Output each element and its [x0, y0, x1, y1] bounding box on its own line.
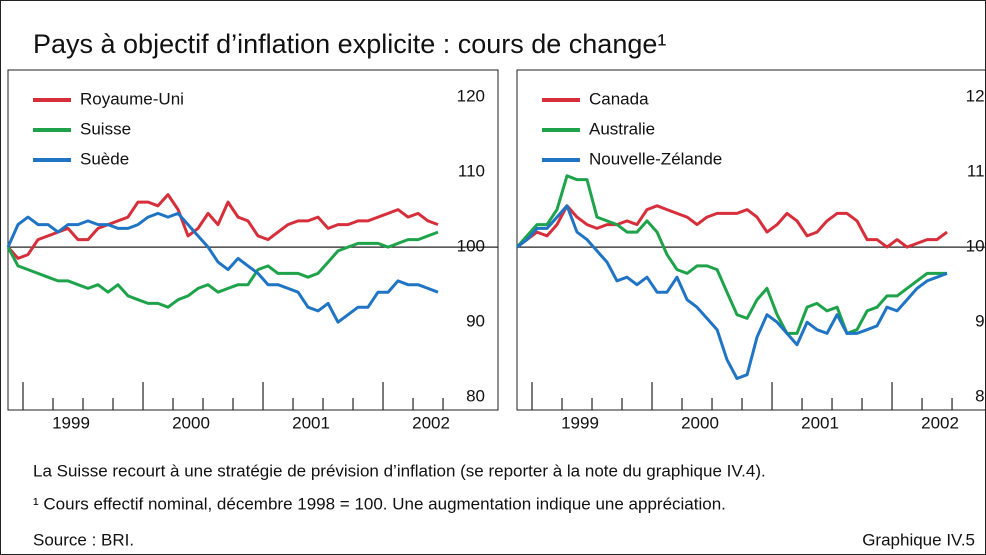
title: Pays à objectif d’inflation explicite : …	[33, 29, 666, 59]
x-tick-label: 2001	[801, 413, 839, 432]
series-line	[6, 230, 439, 309]
y-tick-label: 80	[466, 387, 485, 406]
legend-label: Suède	[80, 149, 129, 168]
panel	[516, 69, 986, 411]
x-tick-label: 2000	[172, 413, 210, 432]
series-line	[516, 204, 948, 249]
y-tick-label: 90	[975, 312, 986, 331]
legend-label: Nouvelle-Zélande	[589, 149, 722, 168]
x-tick-label: 2002	[921, 413, 959, 432]
legend-label: Canada	[589, 89, 649, 108]
y-tick-label: 80	[975, 387, 986, 406]
x-tick-label: 2001	[292, 413, 330, 432]
panel	[7, 69, 499, 411]
x-tick-label: 2002	[412, 413, 450, 432]
x-tick-label: 1999	[52, 413, 90, 432]
y-tick-label: 110	[967, 162, 986, 181]
figure-label: Graphique IV.5	[862, 530, 975, 549]
legend-label: Australie	[589, 119, 655, 138]
series-line	[516, 204, 948, 380]
y-tick-label: 90	[466, 312, 485, 331]
series-line	[515, 174, 947, 335]
y-tick-label: 120	[966, 87, 986, 106]
y-tick-label: 100	[966, 237, 986, 256]
y-tick-label: 100	[457, 237, 485, 256]
x-tick-label: 1999	[561, 413, 599, 432]
y-tick-label: 110	[458, 162, 485, 181]
legend-label: Royaume-Uni	[80, 89, 184, 108]
x-tick-label: 2000	[681, 413, 719, 432]
series-line	[6, 211, 439, 324]
note: ¹ Cours effectif nominal, décembre 1998 …	[33, 494, 726, 513]
legend-label: Suisse	[80, 119, 131, 138]
source: Source : BRI.	[33, 530, 134, 549]
series-line	[6, 193, 439, 260]
y-tick-label: 120	[457, 87, 485, 106]
note: La Suisse recourt à une stratégie de pré…	[33, 461, 766, 480]
